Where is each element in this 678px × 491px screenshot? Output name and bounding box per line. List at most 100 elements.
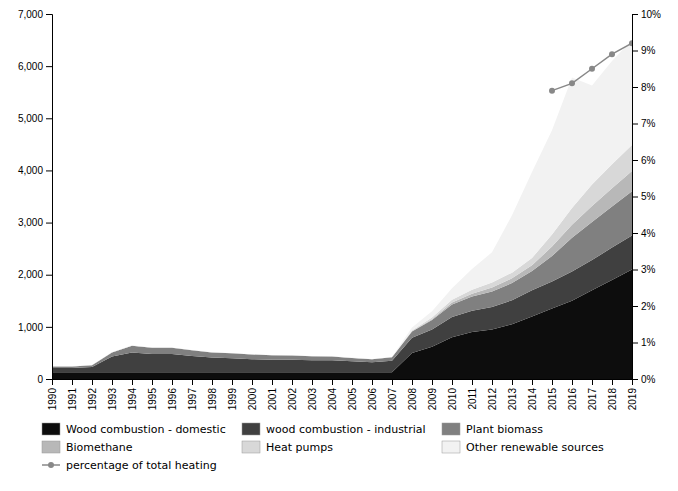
tick-mark	[412, 379, 413, 385]
tick-label: 4,000	[18, 165, 43, 176]
tick-label: 1996	[167, 388, 178, 411]
marker	[549, 88, 555, 94]
marker	[629, 40, 632, 46]
tick-mark	[612, 379, 613, 385]
tick-mark	[252, 379, 253, 385]
tick: 10%	[632, 9, 661, 20]
tick-mark	[432, 379, 433, 385]
tick-mark	[46, 170, 52, 171]
tick: 5,000	[18, 113, 52, 124]
tick: 2017	[587, 379, 598, 410]
legend-item: wood combustion - industrial	[242, 423, 426, 436]
tick: 0	[37, 374, 52, 385]
legend-marker	[48, 462, 54, 468]
tick-label: 10%	[641, 9, 661, 20]
line	[552, 43, 632, 90]
tick-mark	[632, 14, 638, 15]
tick: 6%	[632, 155, 656, 166]
tick-mark	[632, 379, 638, 380]
area	[52, 40, 632, 366]
chart: 1990199119921993199419951996199719981999…	[0, 0, 678, 491]
tick-mark	[352, 379, 353, 385]
tick-label: 4%	[641, 228, 656, 239]
tick-label: 2010	[447, 388, 458, 411]
tick: 2011	[467, 379, 478, 410]
tick: 4%	[632, 228, 656, 239]
legend-item: Plant biomass	[442, 423, 543, 436]
legend-label: Biomethane	[66, 441, 133, 454]
tick: 2,000	[18, 269, 52, 280]
tick-mark	[632, 233, 638, 234]
tick: 1991	[67, 379, 78, 410]
tick: 1%	[632, 337, 656, 348]
tick: 2007	[387, 379, 398, 410]
tick-mark	[632, 306, 638, 307]
tick-mark	[92, 379, 93, 385]
tick-mark	[292, 379, 293, 385]
tick: 2019	[627, 379, 638, 410]
tick-label: 8%	[641, 82, 656, 93]
tick-label: 1998	[207, 388, 218, 411]
tick-mark	[46, 379, 52, 380]
tick-label: 2012	[487, 388, 498, 411]
tick-label: 2016	[567, 388, 578, 411]
tick-label: 2001	[267, 388, 278, 411]
marker	[569, 80, 575, 86]
tick-label: 2004	[327, 388, 338, 411]
tick-label: 2008	[407, 388, 418, 411]
tick-label: 2011	[467, 388, 478, 410]
tick: 2016	[567, 379, 578, 410]
tick-mark	[372, 379, 373, 385]
tick: 2014	[527, 379, 538, 410]
tick-mark	[492, 379, 493, 385]
plot: 1990199119921993199419951996199719981999…	[18, 9, 661, 411]
tick: 1998	[207, 379, 218, 410]
tick-label: 2007	[387, 388, 398, 411]
tick: 4,000	[18, 165, 52, 176]
marks	[52, 40, 632, 379]
tick-label: 2014	[527, 388, 538, 411]
tick-label: 1993	[107, 388, 118, 411]
tick: 0%	[632, 374, 656, 385]
tick-mark	[152, 379, 153, 385]
legend-item: Other renewable sources	[442, 441, 604, 454]
tick: 1992	[87, 379, 98, 410]
tick-label: 2006	[367, 388, 378, 411]
tick-mark	[632, 197, 638, 198]
y2-axis-line	[633, 15, 639, 380]
tick-mark	[552, 379, 553, 385]
tick-mark	[632, 270, 638, 271]
tick-label: 5,000	[18, 113, 43, 124]
legend-swatch	[242, 441, 260, 453]
tick: 2018	[607, 379, 618, 410]
tick-label: 6,000	[18, 61, 43, 72]
tick: 2015	[547, 379, 558, 410]
tick-mark	[532, 379, 533, 385]
tick-mark	[632, 124, 638, 125]
tick: 2001	[267, 379, 278, 410]
tick-label: 1990	[47, 388, 58, 411]
tick: 1993	[107, 379, 118, 410]
tick: 2012	[487, 379, 498, 410]
y2-axis: 0%1%2%3%4%5%6%7%8%9%10%	[632, 9, 661, 385]
tick-mark	[452, 379, 453, 385]
tick-label: 7%	[641, 118, 656, 129]
tick-label: 7,000	[18, 9, 43, 20]
tick-mark	[472, 379, 473, 385]
tick-label: 1995	[147, 388, 158, 411]
marker	[589, 66, 595, 72]
tick-label: 2018	[607, 388, 618, 411]
tick-label: 2%	[641, 301, 656, 312]
tick-mark	[112, 379, 113, 385]
legend-swatch	[242, 423, 260, 435]
tick-label: 1992	[87, 388, 98, 411]
tick-label: 2013	[507, 388, 518, 411]
x-axis: 1990199119921993199419951996199719981999…	[47, 379, 638, 410]
tick-label: 3,000	[18, 217, 43, 228]
tick-label: 3%	[641, 264, 656, 275]
tick: 1990	[47, 379, 58, 410]
y-axis-line	[46, 15, 53, 380]
legend-swatch	[442, 423, 460, 435]
tick-label: 1997	[187, 388, 198, 411]
y-axis: 01,0002,0003,0004,0005,0006,0007,000	[18, 9, 53, 385]
